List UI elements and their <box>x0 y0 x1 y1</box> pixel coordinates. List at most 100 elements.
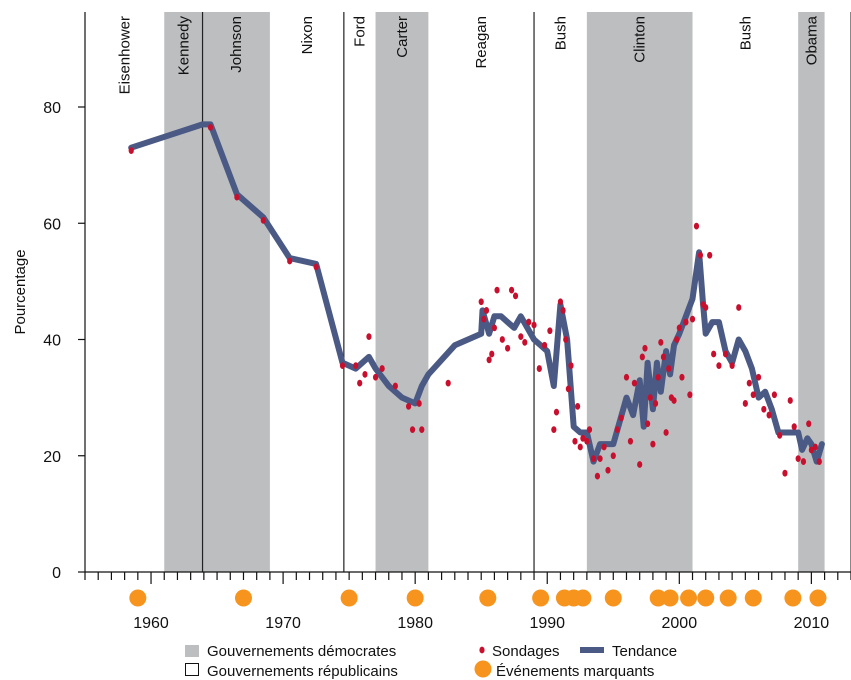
legend-label: Sondages <box>492 643 560 660</box>
poll-point <box>787 397 793 404</box>
poll-point <box>618 414 624 422</box>
poll-point <box>711 350 717 358</box>
trend-line <box>128 121 825 465</box>
poll-point <box>806 420 812 428</box>
poll-point <box>409 426 416 433</box>
democrat-term-band <box>164 12 203 572</box>
poll-point <box>522 339 528 346</box>
poll-point <box>483 307 490 314</box>
poll-point <box>234 193 240 201</box>
poll-point <box>339 362 346 370</box>
democrat-term-band <box>375 12 429 572</box>
democrat-term-band <box>586 12 693 572</box>
poll-point <box>313 263 319 271</box>
poll-point <box>637 461 643 468</box>
x-tick-label: 1970 <box>265 615 301 632</box>
event-marker <box>809 589 827 607</box>
event-marker <box>532 589 550 607</box>
poll-point <box>551 426 557 433</box>
poll-point <box>627 437 634 445</box>
poll-point <box>536 365 542 372</box>
x-tick-label: 1980 <box>397 615 433 632</box>
poll-point <box>645 420 651 428</box>
event-marker <box>340 589 358 607</box>
poll-point <box>631 379 638 387</box>
poll-point <box>812 443 818 451</box>
poll-point <box>372 373 379 381</box>
poll-point <box>689 315 696 323</box>
legend-event-circle <box>474 660 492 678</box>
poll-point <box>614 426 620 433</box>
x-tick-label: 1960 <box>133 615 169 632</box>
poll-point <box>499 336 505 343</box>
poll-point <box>674 336 680 343</box>
president-label: Obama <box>803 15 820 65</box>
poll-point <box>207 123 214 131</box>
x-tick-label: 2000 <box>662 615 698 632</box>
event-marker <box>697 589 715 607</box>
poll-point <box>563 336 569 343</box>
poll-point <box>663 429 669 436</box>
president-label: Nixon <box>299 16 316 54</box>
trend-series <box>128 121 825 465</box>
poll-point <box>755 373 762 381</box>
poll-point <box>742 400 748 407</box>
poll-point <box>445 379 451 387</box>
poll-point <box>746 379 752 387</box>
poll-point <box>572 437 578 445</box>
event-marker <box>604 589 622 607</box>
poll-point <box>531 321 537 329</box>
democrat-term-band <box>202 12 270 572</box>
poll-point <box>605 466 611 474</box>
poll-point <box>766 411 772 419</box>
poll-point <box>392 382 398 390</box>
poll-point <box>362 370 368 378</box>
legend-poll-dot <box>479 646 485 654</box>
poll-point <box>647 394 653 402</box>
poll-point <box>676 324 682 332</box>
poll-point <box>590 455 597 463</box>
poll-point <box>553 408 560 416</box>
poll-point <box>722 350 729 358</box>
y-tick-label: 60 <box>43 216 61 233</box>
president-label: Carter <box>394 16 411 58</box>
poll-point <box>679 373 685 381</box>
legend-label: Gouvernements républicains <box>207 663 398 680</box>
poll-point <box>736 304 742 311</box>
president-labels: Eisenhower Kennedy Johnson Nixon Ford Carter R… <box>117 15 821 94</box>
x-tick-label: 2010 <box>794 615 830 632</box>
poll-series <box>128 123 822 480</box>
poll-point <box>494 286 500 294</box>
legend-label: Tendance <box>612 643 677 660</box>
poll-point <box>586 426 593 433</box>
poll-point <box>808 446 814 454</box>
poll-point <box>560 307 566 314</box>
poll-point <box>707 251 713 259</box>
poll-point <box>658 339 664 346</box>
president-label: Reagan <box>473 16 490 69</box>
president-label: Kennedy <box>175 16 192 76</box>
event-marker <box>234 589 252 607</box>
poll-point <box>568 362 574 370</box>
y-tick-label: 0 <box>52 565 61 582</box>
poll-point <box>481 315 487 323</box>
poll-point <box>486 356 492 364</box>
event-marker <box>680 589 698 607</box>
poll-point <box>777 432 783 439</box>
event-marker <box>784 589 802 607</box>
event-marker <box>129 589 147 607</box>
poll-point <box>526 318 532 326</box>
poll-point <box>771 391 778 399</box>
y-axis-label: Pourcentage <box>12 249 29 334</box>
y-tick-label: 80 <box>43 100 61 117</box>
president-label: Bush <box>552 16 569 50</box>
poll-point <box>703 304 709 311</box>
poll-point <box>623 373 630 381</box>
poll-point <box>729 362 735 370</box>
poll-point <box>782 469 788 477</box>
poll-point <box>666 365 672 372</box>
poll-point <box>660 353 667 361</box>
poll-point <box>652 400 659 407</box>
poll-point <box>575 402 581 410</box>
